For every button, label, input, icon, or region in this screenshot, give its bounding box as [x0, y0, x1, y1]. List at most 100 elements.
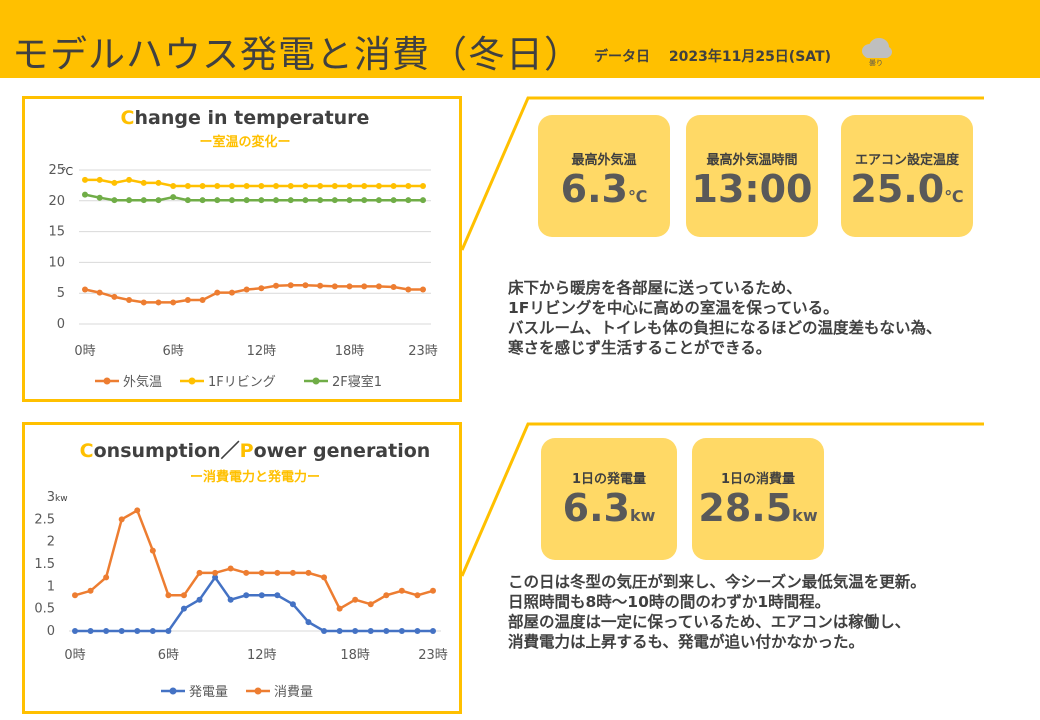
data-point [165, 628, 172, 634]
data-point [243, 592, 250, 599]
data-point [302, 183, 309, 190]
data-point [420, 183, 426, 190]
data-point [212, 574, 219, 581]
series-line [84, 193, 423, 202]
card-value: 28.5kw [698, 486, 818, 530]
data-point [273, 183, 280, 190]
data-point [289, 569, 296, 576]
data-point [390, 183, 397, 190]
card-daily-generation: 1日の発電量 6.3kw [541, 438, 677, 560]
data-point [196, 596, 203, 603]
power-chart: Consumption／Power generationー消費電力と発電力ー00… [34, 439, 448, 700]
card-value: 6.3kw [562, 486, 656, 530]
data-point [228, 197, 235, 204]
desc-line: 1Fリビングを中心に高めの室温を保っている。 [508, 299, 839, 317]
data-point [390, 197, 397, 204]
legend-marker [312, 377, 320, 385]
card-value: 25.0℃ [850, 167, 964, 211]
data-point [170, 194, 177, 201]
x-tick-label: 0時 [64, 648, 85, 663]
data-point [331, 197, 338, 204]
data-point [227, 596, 234, 603]
data-point [346, 183, 353, 190]
data-point [87, 587, 94, 594]
data-point [258, 592, 265, 599]
data-point [118, 516, 125, 523]
data-point [361, 197, 368, 204]
series-line [74, 508, 434, 611]
cloud-icon [862, 38, 892, 58]
chart-subtitle: ー室温の変化ー [199, 134, 290, 150]
data-point [305, 569, 312, 576]
legend-label: 外気温 [123, 374, 162, 390]
card-label: 1日の消費量 [720, 472, 796, 487]
data-point [274, 592, 281, 599]
y-tick-label: 20 [48, 194, 65, 209]
y-unit-label: ℃ [61, 165, 73, 178]
date-value: 2023年11月25日(SAT) [668, 49, 831, 65]
weather-label: 曇り [869, 59, 883, 67]
date-info: データ日 2023年11月25日(SAT) [594, 46, 831, 66]
data-point [375, 183, 382, 190]
x-tick-label: 6時 [158, 648, 179, 663]
card-daily-consumption: 1日の消費量 28.5kw [692, 438, 824, 560]
data-point [414, 628, 421, 634]
data-point [165, 592, 172, 599]
data-point [180, 605, 187, 612]
x-tick-label: 23時 [418, 648, 448, 663]
data-point [199, 296, 206, 303]
data-point [352, 596, 359, 603]
legend-label: 消費量 [274, 685, 313, 700]
data-point [383, 628, 390, 634]
data-point [72, 628, 78, 634]
data-point [317, 183, 324, 190]
legend-marker [188, 377, 196, 385]
data-point [361, 283, 368, 290]
data-point [383, 592, 390, 599]
data-point [126, 197, 133, 204]
y-tick-label: 3 [47, 490, 55, 505]
series-line [84, 283, 423, 304]
data-point [140, 179, 147, 186]
data-point [170, 183, 177, 190]
x-tick-label: 0時 [74, 344, 95, 359]
data-point [184, 183, 191, 190]
data-point [398, 628, 405, 634]
data-point [118, 628, 125, 634]
data-point [72, 592, 78, 599]
data-point [111, 293, 118, 300]
data-point [430, 587, 436, 594]
data-point [126, 176, 133, 183]
data-point [149, 547, 156, 554]
data-point [243, 183, 250, 190]
data-point [321, 574, 328, 581]
data-point [346, 197, 353, 204]
y-tick-label: 2 [47, 535, 55, 550]
y-tick-label: 0.5 [34, 602, 55, 617]
desc-line: 消費電力は上昇するも、発電が追い付かなかった。 [508, 633, 865, 651]
series-line [85, 178, 423, 188]
data-point [273, 197, 280, 204]
desc-line: 寒さを感じず生活することができる。 [508, 339, 772, 357]
data-point [228, 289, 235, 296]
data-point [430, 628, 436, 634]
data-point [96, 289, 103, 296]
data-point [227, 565, 234, 572]
data-point [305, 619, 312, 626]
x-tick-label: 18時 [335, 344, 365, 359]
data-point [243, 197, 250, 204]
power-description: この日は冬型の気圧が到来し、今シーズン最低気温を更新。 日照時間も8時～10時の… [508, 572, 926, 652]
data-point [87, 628, 94, 634]
data-point [82, 176, 88, 183]
y-tick-label: 2.5 [34, 512, 55, 527]
data-point [140, 299, 147, 306]
desc-line: 床下から暖房を各部屋に送っているため、 [508, 279, 802, 297]
data-point [375, 197, 382, 204]
data-point [184, 197, 191, 204]
data-point [317, 282, 324, 289]
data-point [258, 197, 265, 204]
card-label: 最高外気温 [571, 153, 637, 168]
y-tick-label: 1 [47, 579, 55, 594]
data-point [331, 283, 338, 290]
data-point [134, 507, 141, 514]
